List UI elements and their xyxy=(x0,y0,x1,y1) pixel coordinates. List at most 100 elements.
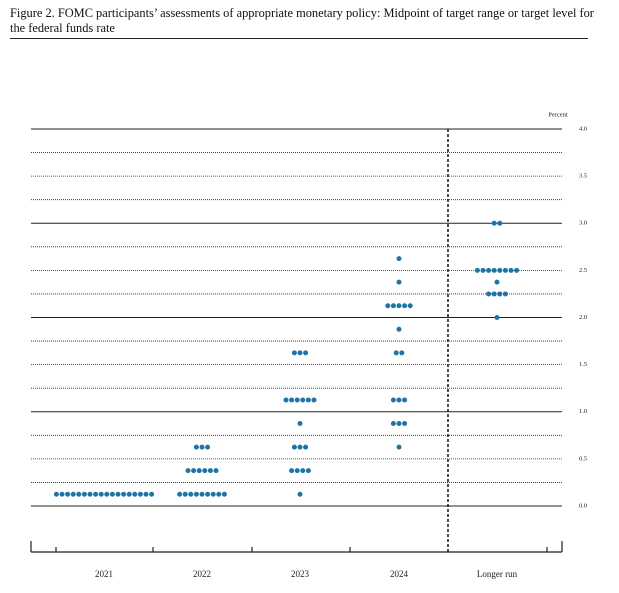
dot xyxy=(289,397,295,403)
x-tick-label: 2024 xyxy=(390,569,409,579)
dot xyxy=(149,491,155,497)
dot xyxy=(396,397,402,403)
dot xyxy=(115,491,121,497)
y-tick-label: 1.5 xyxy=(579,361,587,368)
dot xyxy=(396,421,402,427)
dot xyxy=(390,397,396,403)
dot xyxy=(297,421,303,427)
x-tick-label: 2022 xyxy=(193,569,211,579)
dot xyxy=(294,397,300,403)
dot xyxy=(188,491,194,497)
dot xyxy=(486,291,492,297)
dot xyxy=(494,315,500,320)
dot xyxy=(53,491,59,497)
dot xyxy=(213,468,219,474)
dot xyxy=(65,491,71,497)
dot xyxy=(70,491,76,497)
y-tick-label: 0.0 xyxy=(579,502,587,509)
dot xyxy=(390,421,396,427)
dot xyxy=(396,256,402,262)
dot xyxy=(202,468,208,474)
y-unit-label: Percent xyxy=(548,111,568,118)
chart-title: Figure 2. FOMC participants’ assessments… xyxy=(10,6,594,35)
dot xyxy=(385,303,391,309)
dot xyxy=(182,491,188,497)
dot xyxy=(502,291,508,297)
dot xyxy=(396,303,402,309)
dot xyxy=(297,350,303,356)
dot xyxy=(396,279,402,285)
dot xyxy=(480,267,486,273)
dot xyxy=(402,303,408,309)
x-tick-label: Longer run xyxy=(477,569,518,579)
dot xyxy=(396,326,402,332)
dot xyxy=(221,491,227,497)
dot xyxy=(205,444,211,450)
dot xyxy=(514,267,520,273)
dot xyxy=(193,491,199,497)
dot xyxy=(497,267,503,273)
dot xyxy=(494,279,500,285)
dot xyxy=(143,491,149,497)
dot xyxy=(109,491,115,497)
y-tick-label: 3.0 xyxy=(579,220,587,227)
dot xyxy=(508,267,514,273)
x-tick-label: 2023 xyxy=(291,569,310,579)
dot xyxy=(93,491,99,497)
dot xyxy=(291,350,297,356)
dot xyxy=(289,468,295,474)
dot xyxy=(193,444,199,450)
dot xyxy=(283,397,289,403)
y-tick-label: 4.0 xyxy=(579,125,587,132)
dot xyxy=(402,397,408,403)
dot xyxy=(390,303,396,309)
dot xyxy=(207,468,213,474)
dot xyxy=(303,444,309,450)
y-tick-label: 1.0 xyxy=(579,408,587,415)
dot xyxy=(491,291,497,297)
dot xyxy=(402,421,408,427)
dot xyxy=(205,491,211,497)
dot xyxy=(297,491,303,497)
dot xyxy=(126,491,132,497)
dot xyxy=(305,397,311,403)
dot xyxy=(300,397,306,403)
title-rule xyxy=(10,38,588,39)
dot xyxy=(396,444,402,450)
dot xyxy=(294,468,300,474)
dot xyxy=(121,491,127,497)
dot xyxy=(291,444,297,450)
dot xyxy=(199,444,205,450)
dot xyxy=(497,291,503,297)
dot xyxy=(474,267,480,273)
y-tick-label: 2.5 xyxy=(579,267,587,274)
dot xyxy=(216,491,222,497)
dot xyxy=(407,303,413,309)
dot xyxy=(399,350,405,356)
dot xyxy=(59,491,65,497)
dot xyxy=(81,491,87,497)
dot xyxy=(185,468,191,474)
dot xyxy=(104,491,110,497)
dot xyxy=(491,220,497,226)
dot xyxy=(491,267,497,273)
y-tick-label: 2.0 xyxy=(579,314,587,321)
dot xyxy=(191,468,197,474)
dot xyxy=(497,220,503,226)
dot xyxy=(76,491,82,497)
dot xyxy=(137,491,143,497)
dot xyxy=(132,491,138,497)
dot xyxy=(98,491,104,497)
dot xyxy=(311,397,317,403)
dot xyxy=(393,350,399,356)
dot xyxy=(196,468,202,474)
dot xyxy=(297,444,303,450)
dot xyxy=(300,468,306,474)
dot xyxy=(199,491,205,497)
dot xyxy=(177,491,183,497)
dot xyxy=(303,350,309,356)
dot xyxy=(305,468,311,474)
x-tick-label: 2021 xyxy=(95,569,113,579)
y-tick-label: 0.5 xyxy=(579,455,587,462)
